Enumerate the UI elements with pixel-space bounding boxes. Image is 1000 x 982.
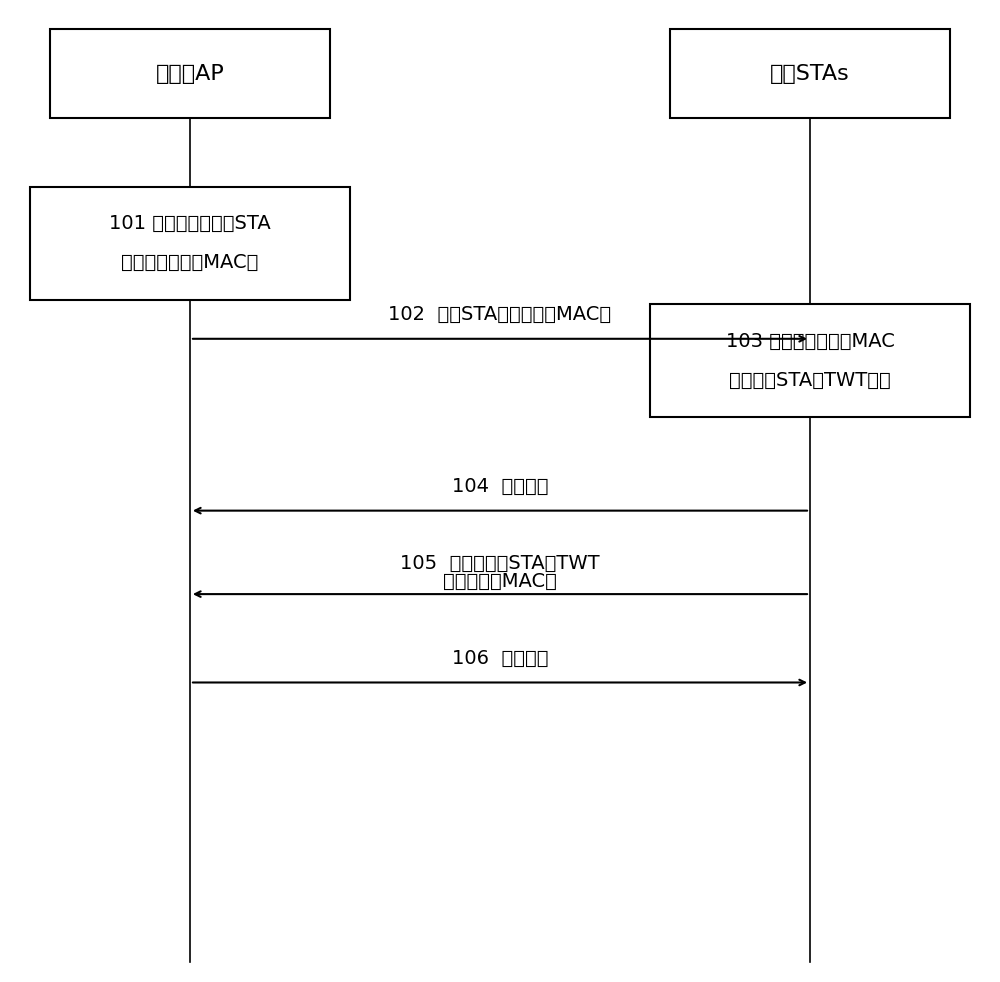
Text: 105  携带对应的STA的TWT: 105 携带对应的STA的TWT — [400, 554, 600, 573]
Text: 102  每个STA对应的第一MAC帧: 102 每个STA对应的第一MAC帧 — [388, 305, 612, 324]
Text: 104  确认信息: 104 确认信息 — [452, 477, 548, 496]
Text: 106  触发信息: 106 触发信息 — [452, 649, 548, 668]
FancyBboxPatch shape — [670, 29, 950, 118]
FancyBboxPatch shape — [30, 187, 350, 300]
Text: 站点STAs: 站点STAs — [770, 64, 850, 83]
FancyBboxPatch shape — [650, 304, 970, 417]
FancyBboxPatch shape — [50, 29, 330, 118]
Text: 参数的第二MAC帧: 参数的第二MAC帧 — [443, 573, 557, 591]
Text: 接入点AP: 接入点AP — [156, 64, 224, 83]
Text: 帧确定该STA的TWT参数: 帧确定该STA的TWT参数 — [729, 371, 891, 390]
Text: 对应的多个第一MAC帧: 对应的多个第一MAC帧 — [121, 253, 259, 272]
Text: 103 根据对应的第一MAC: 103 根据对应的第一MAC — [726, 332, 894, 351]
Text: 101 生成与多个站点STA: 101 生成与多个站点STA — [109, 214, 271, 233]
